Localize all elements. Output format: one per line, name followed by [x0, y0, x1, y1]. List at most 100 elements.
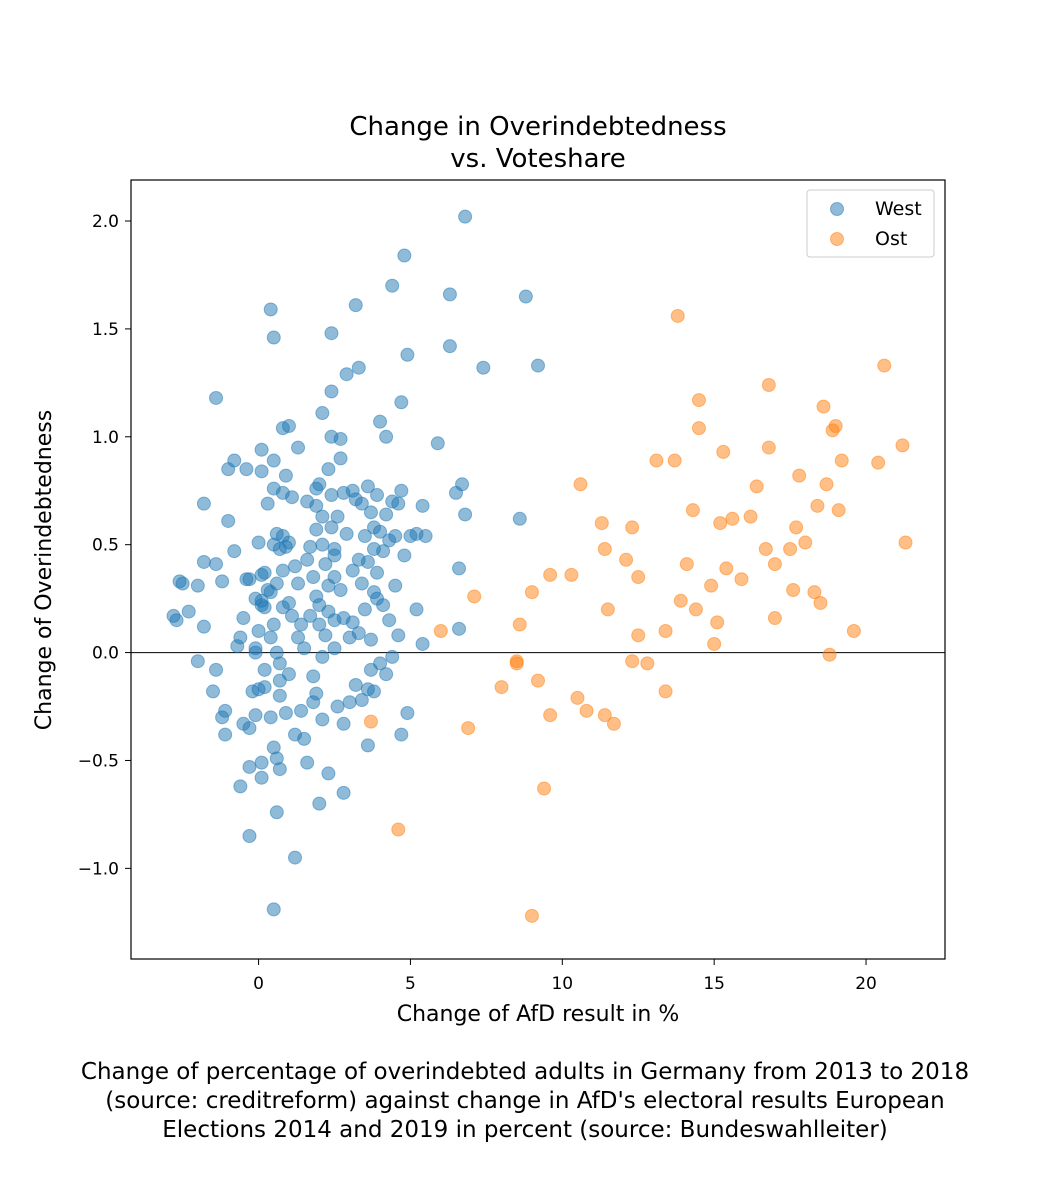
data-point-west — [452, 621, 467, 636]
x-tick-label: 10 — [551, 974, 573, 994]
data-point-west — [315, 406, 330, 421]
data-point-west — [190, 578, 205, 593]
data-point-west — [315, 509, 330, 524]
data-point-ost — [691, 393, 706, 408]
data-point-ost — [679, 557, 694, 572]
data-point-ost — [667, 453, 682, 468]
data-point-west — [242, 829, 257, 843]
data-point-west — [254, 442, 269, 457]
caption-line-2: (source: creditreform) against change in… — [105, 1088, 945, 1114]
data-point-west — [336, 785, 351, 800]
data-point-ost — [494, 680, 509, 695]
data-point-west — [263, 630, 278, 645]
data-point-west — [327, 548, 342, 563]
data-point-west — [218, 727, 233, 742]
data-point-ost — [734, 572, 749, 587]
data-point-west — [227, 453, 242, 468]
data-point-west — [248, 708, 263, 723]
data-point-west — [218, 703, 233, 718]
data-point-ost — [543, 708, 558, 723]
data-point-west — [251, 624, 266, 638]
data-point-ost — [597, 542, 612, 556]
data-point-west — [209, 390, 224, 405]
data-point-west — [354, 496, 369, 511]
data-point-west — [351, 626, 366, 641]
data-point-ost — [813, 595, 828, 610]
data-point-ost — [710, 615, 725, 630]
x-tick-label: 0 — [253, 974, 264, 994]
data-point-west — [315, 537, 330, 552]
caption-line-1: Change of percentage of overindebted adu… — [80, 1059, 970, 1085]
plot-frame — [130, 179, 946, 960]
data-point-ost — [625, 654, 640, 669]
data-point-west — [354, 576, 369, 591]
data-point-west — [391, 496, 406, 511]
data-point-west — [196, 554, 211, 569]
data-point-west — [388, 578, 403, 593]
data-point-ost — [719, 561, 734, 576]
legend-label-west: West — [875, 198, 922, 220]
data-point-west — [306, 570, 321, 585]
data-point-ost — [685, 503, 700, 518]
data-point-ost — [767, 611, 782, 626]
data-point-west — [360, 554, 375, 569]
data-point-ost — [606, 716, 621, 731]
data-point-west — [531, 358, 545, 373]
data-point-west — [442, 287, 457, 302]
data-point-west — [339, 367, 354, 382]
y-tick-label: −0.5 — [78, 751, 119, 771]
y-tick-label: 1.0 — [92, 428, 119, 448]
data-point-ost — [716, 444, 731, 459]
data-point-ost — [433, 624, 448, 638]
data-point-west — [312, 617, 327, 632]
data-point-west — [370, 488, 385, 503]
data-point-west — [388, 529, 403, 544]
data-point-west — [242, 572, 257, 587]
data-point-ost — [792, 468, 807, 483]
data-point-west — [318, 557, 333, 572]
data-point-west — [181, 604, 196, 619]
data-point-west — [306, 669, 321, 684]
data-point-ost — [877, 358, 892, 373]
data-point-ost — [658, 624, 673, 638]
data-point-ost — [467, 589, 482, 604]
data-point-west — [294, 703, 309, 718]
data-point-west — [373, 656, 388, 671]
data-point-west — [400, 706, 415, 720]
data-point-ost — [783, 542, 798, 556]
data-point-west — [309, 498, 324, 513]
data-point-ost — [810, 498, 825, 513]
x-tick-label: 15 — [703, 974, 725, 994]
data-point-west — [260, 496, 275, 511]
figure-caption: Change of percentage of overindebted adu… — [0, 1058, 1050, 1145]
data-point-ost — [512, 617, 527, 632]
y-axis-label: Change of Overindebtedness — [32, 410, 57, 730]
data-point-ost — [537, 781, 552, 796]
data-point-west — [309, 522, 324, 537]
x-tick-label: 20 — [855, 974, 877, 994]
data-point-west — [357, 529, 372, 544]
data-point-west — [385, 278, 400, 293]
data-point-west — [239, 462, 254, 477]
data-point-ost — [767, 557, 782, 572]
data-point-ost — [761, 440, 776, 455]
data-point-west — [175, 576, 190, 591]
data-point-west — [266, 330, 281, 345]
data-point-west — [284, 608, 299, 623]
data-point-west — [379, 429, 394, 444]
data-point-west — [257, 600, 272, 615]
data-point-west — [327, 570, 342, 585]
data-point-ost — [807, 585, 822, 600]
data-point-ost — [524, 908, 539, 923]
data-point-west — [351, 360, 366, 375]
data-point-west — [278, 468, 293, 483]
data-point-ost — [828, 419, 843, 433]
data-point-west — [394, 483, 409, 498]
data-point-west — [455, 477, 470, 492]
data-point-west — [315, 649, 330, 664]
data-point-ost — [749, 479, 764, 494]
data-point-ost — [707, 636, 722, 651]
data-point-west — [315, 712, 330, 727]
data-point-ost — [543, 567, 558, 582]
data-point-west — [430, 436, 445, 451]
